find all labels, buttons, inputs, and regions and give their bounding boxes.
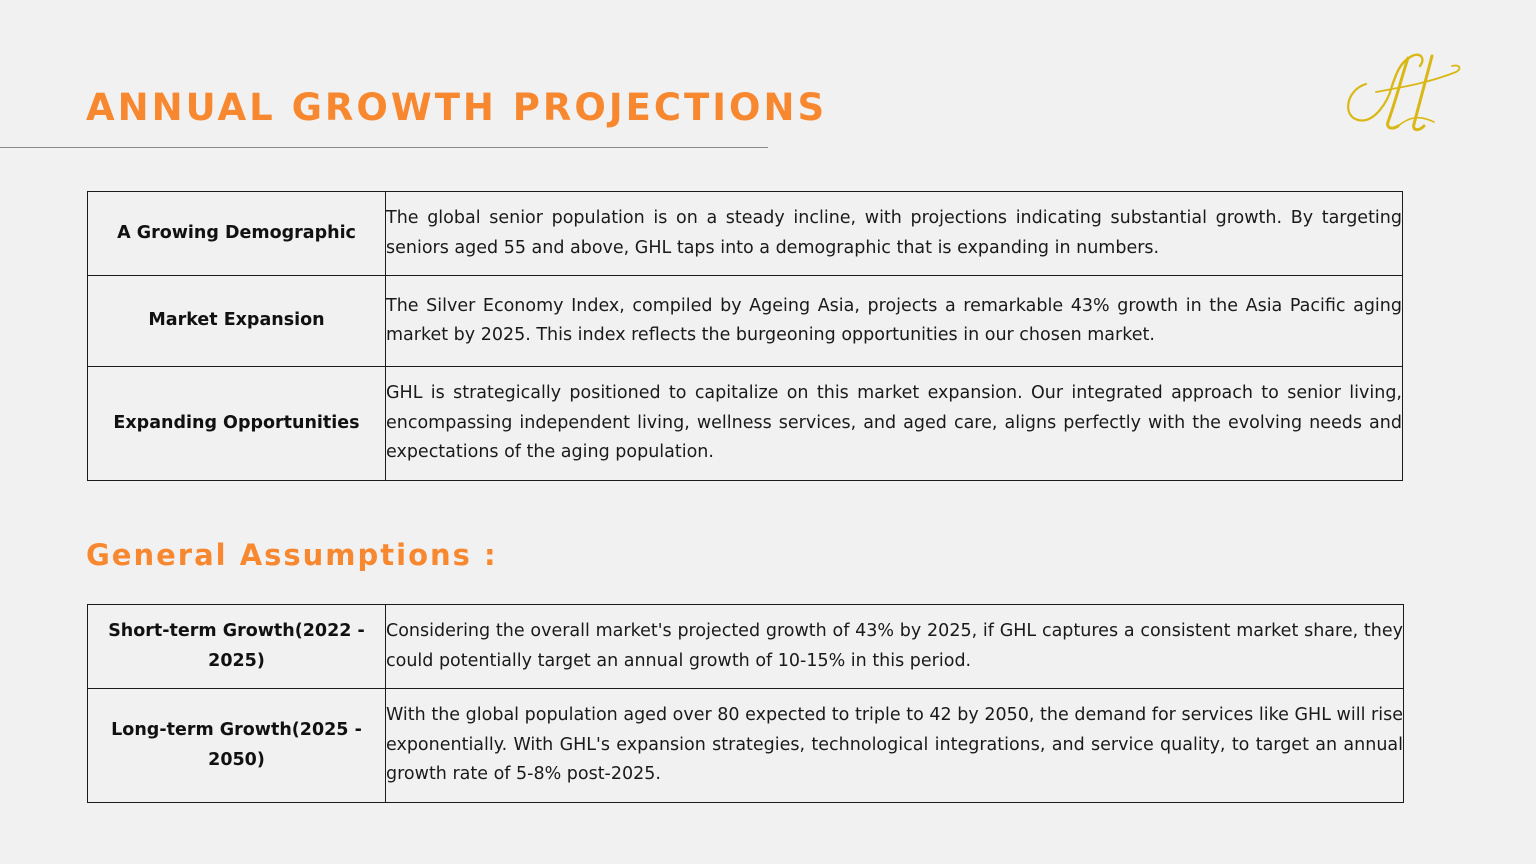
row-description: With the global population aged over 80 … [385, 688, 1404, 803]
title-divider [0, 147, 768, 148]
section-title: General Assumptions : [86, 538, 498, 572]
row-description: The global senior population is on a ste… [385, 191, 1403, 276]
row-label: Expanding Opportunities [87, 366, 386, 481]
row-description: Considering the overall market's project… [385, 604, 1404, 689]
row-label: Short-term Growth(2022 - 2025) [87, 604, 386, 689]
row-description: GHL is strategically positioned to capit… [385, 366, 1403, 481]
row-description: The Silver Economy Index, compiled by Ag… [385, 275, 1403, 367]
growth-projections-table: A Growing Demographic The global senior … [87, 191, 1403, 481]
table-row: Market Expansion The Silver Economy Inde… [87, 275, 1403, 367]
assumptions-table: Short-term Growth(2022 - 2025) Consideri… [87, 604, 1404, 803]
monogram-logo-icon [1347, 53, 1461, 132]
row-label: A Growing Demographic [87, 191, 386, 276]
page-title: ANNUAL GROWTH PROJECTIONS [86, 86, 828, 129]
table-row: A Growing Demographic The global senior … [87, 191, 1403, 276]
row-label: Long-term Growth(2025 - 2050) [87, 688, 386, 803]
table-row: Long-term Growth(2025 - 2050) With the g… [87, 688, 1404, 803]
table-row: Expanding Opportunities GHL is strategic… [87, 366, 1403, 481]
row-label: Market Expansion [87, 275, 386, 367]
table-row: Short-term Growth(2022 - 2025) Consideri… [87, 604, 1404, 689]
